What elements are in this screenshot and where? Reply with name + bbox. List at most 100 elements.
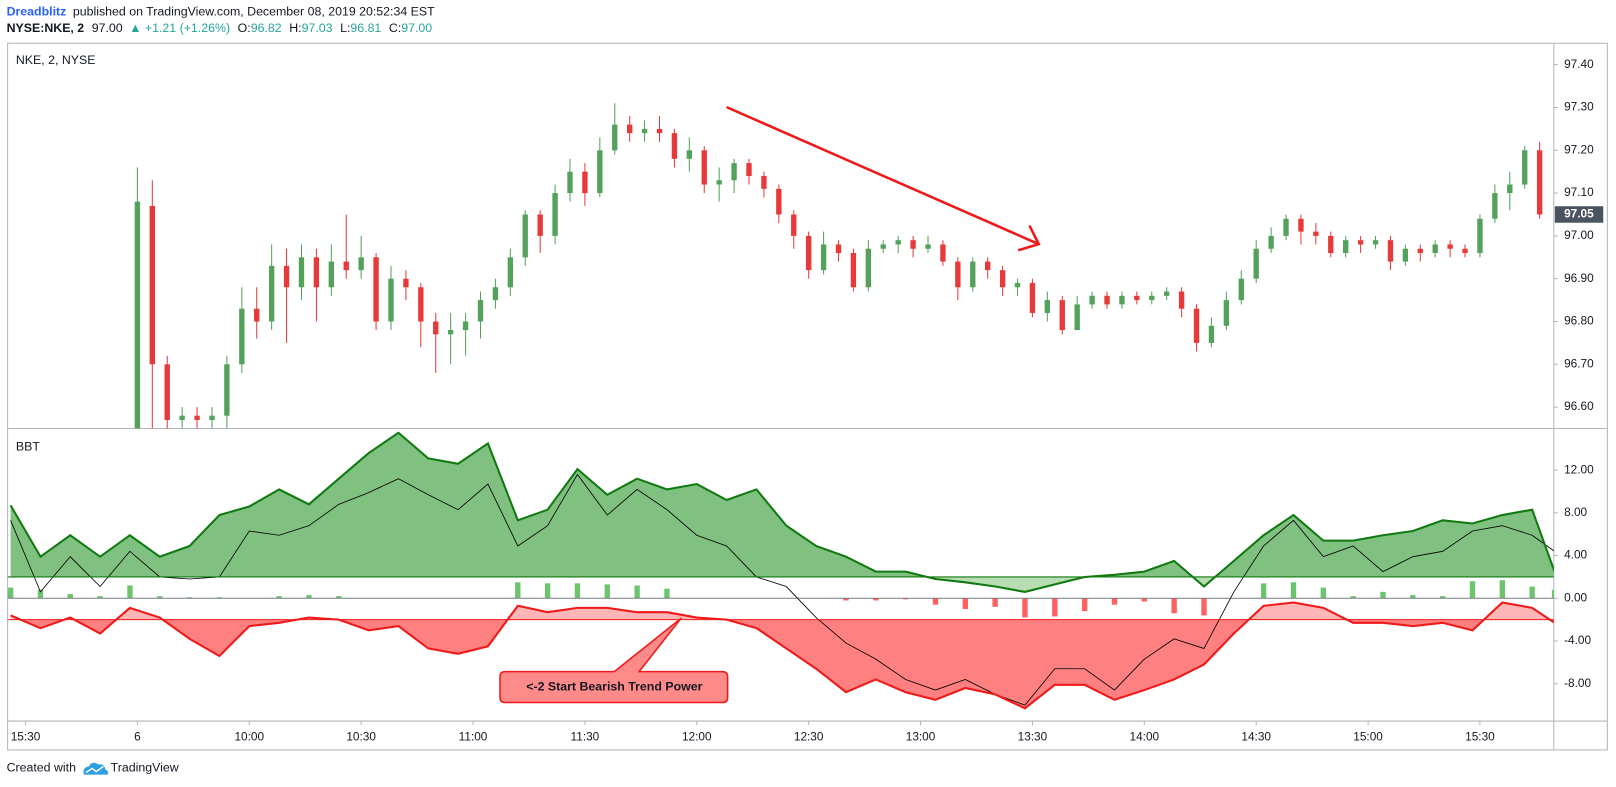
x-tick-label: 15:30	[11, 730, 41, 744]
area-fill	[10, 602, 1550, 620]
candle-body	[239, 308, 245, 365]
x-tick-label: 11:30	[571, 730, 600, 744]
x-tick-label: 15:30	[1465, 730, 1495, 744]
indicator-pane	[7, 431, 1554, 710]
histogram-bar	[1081, 598, 1088, 612]
x-tick-label: 13:00	[906, 730, 936, 744]
candle-body	[1119, 295, 1125, 305]
candle-body	[1208, 325, 1215, 343]
candle-body	[1029, 282, 1036, 313]
close-value: 97.00	[401, 21, 432, 35]
arrow-shaft	[726, 105, 1040, 246]
candle-body	[418, 287, 424, 322]
candle-body	[1104, 295, 1110, 305]
candle-body	[820, 244, 827, 271]
footer-created: Created with	[7, 761, 77, 775]
histogram-bar	[604, 584, 610, 599]
candle-body	[686, 150, 693, 159]
histogram-bar	[962, 598, 968, 609]
y-tick-label: -4.00	[1564, 633, 1591, 647]
candle-body	[1328, 235, 1334, 254]
published: published on TradingView.com, December 0…	[73, 5, 435, 19]
candle-body	[746, 163, 752, 176]
candle-body	[1507, 184, 1513, 194]
candle-body	[1313, 231, 1319, 236]
candle-body	[358, 257, 364, 271]
histogram-bar	[1320, 587, 1327, 599]
candle-body	[1193, 308, 1200, 343]
candle-body	[1283, 218, 1289, 236]
candle-body	[716, 180, 722, 185]
candle-body	[1432, 244, 1438, 254]
pane-title: NKE, 2, NYSE	[16, 53, 96, 67]
candle-body	[910, 240, 916, 249]
low-value: 96.81	[350, 21, 381, 35]
candle-body	[343, 261, 349, 271]
author[interactable]: Dreadblitz	[7, 5, 67, 19]
y-tick-label: 97.00	[1564, 228, 1594, 242]
histogram-bar	[1551, 589, 1554, 599]
y-tick-label: 8.00	[1564, 505, 1587, 519]
candle-body	[1223, 300, 1230, 326]
histogram-bar	[306, 595, 312, 599]
histogram-bar	[664, 588, 670, 599]
candle-body	[552, 193, 558, 236]
area-line	[9, 431, 1554, 593]
histogram-bar	[1022, 598, 1028, 618]
histogram-bar	[97, 596, 103, 599]
candle-body	[612, 124, 618, 151]
candle-body	[477, 300, 484, 322]
last-price: 97.00	[92, 21, 123, 35]
low-label: L:	[340, 21, 350, 35]
histogram-bar	[1052, 598, 1058, 617]
footer-brand[interactable]: TradingView	[111, 761, 179, 775]
candle-body	[134, 201, 141, 429]
histogram-bar	[634, 585, 640, 599]
symbol: NYSE:NKE, 2	[7, 21, 85, 35]
candle-body	[805, 235, 812, 271]
candle-body	[656, 128, 663, 134]
candle-body	[224, 364, 230, 416]
candle-body	[1238, 278, 1244, 301]
candle-body	[582, 171, 588, 194]
histogram-bar	[1529, 586, 1535, 599]
change: ▲ +1.21 (+1.26%)	[129, 21, 230, 35]
histogram-bar	[873, 598, 879, 601]
candle-body	[1014, 282, 1021, 288]
tradingview-logo[interactable]: TradingView	[83, 761, 179, 775]
candle-body	[149, 205, 155, 365]
candle-body	[1492, 193, 1498, 219]
histogram-bar	[1290, 582, 1297, 599]
histogram-bar	[157, 596, 163, 599]
candle-body	[1343, 240, 1349, 254]
candle-body	[597, 150, 603, 194]
candle-body	[388, 278, 394, 322]
candle-body	[791, 214, 797, 236]
candle-body	[850, 253, 857, 288]
high-value: 97.03	[302, 21, 333, 35]
candle-body	[835, 244, 842, 254]
candle-body	[761, 175, 767, 189]
y-tick-label: 96.70	[1564, 356, 1594, 370]
price-pane	[134, 103, 1543, 429]
candle-body	[925, 244, 931, 249]
trend-arrow	[726, 105, 1041, 252]
y-tick-label: 4.00	[1564, 548, 1587, 562]
candle-body	[1059, 300, 1065, 331]
candle-body	[194, 415, 200, 420]
last-price-label: 97.05	[1564, 207, 1594, 221]
candle-body	[970, 261, 976, 288]
candle-body	[880, 244, 886, 249]
y-tick-label: 97.20	[1564, 142, 1594, 156]
chart-frame	[7, 42, 1608, 751]
signal-line	[10, 473, 1554, 706]
area-line	[10, 601, 1554, 710]
candle-body	[1387, 240, 1394, 262]
candle-body	[1268, 235, 1274, 249]
candle-body	[865, 248, 872, 288]
x-tick-label: 15:00	[1353, 730, 1383, 744]
histogram-bar	[276, 596, 282, 599]
y-tick-label: 97.40	[1564, 57, 1594, 71]
candle-body	[209, 415, 215, 420]
y-tick-label: 97.30	[1564, 100, 1594, 114]
